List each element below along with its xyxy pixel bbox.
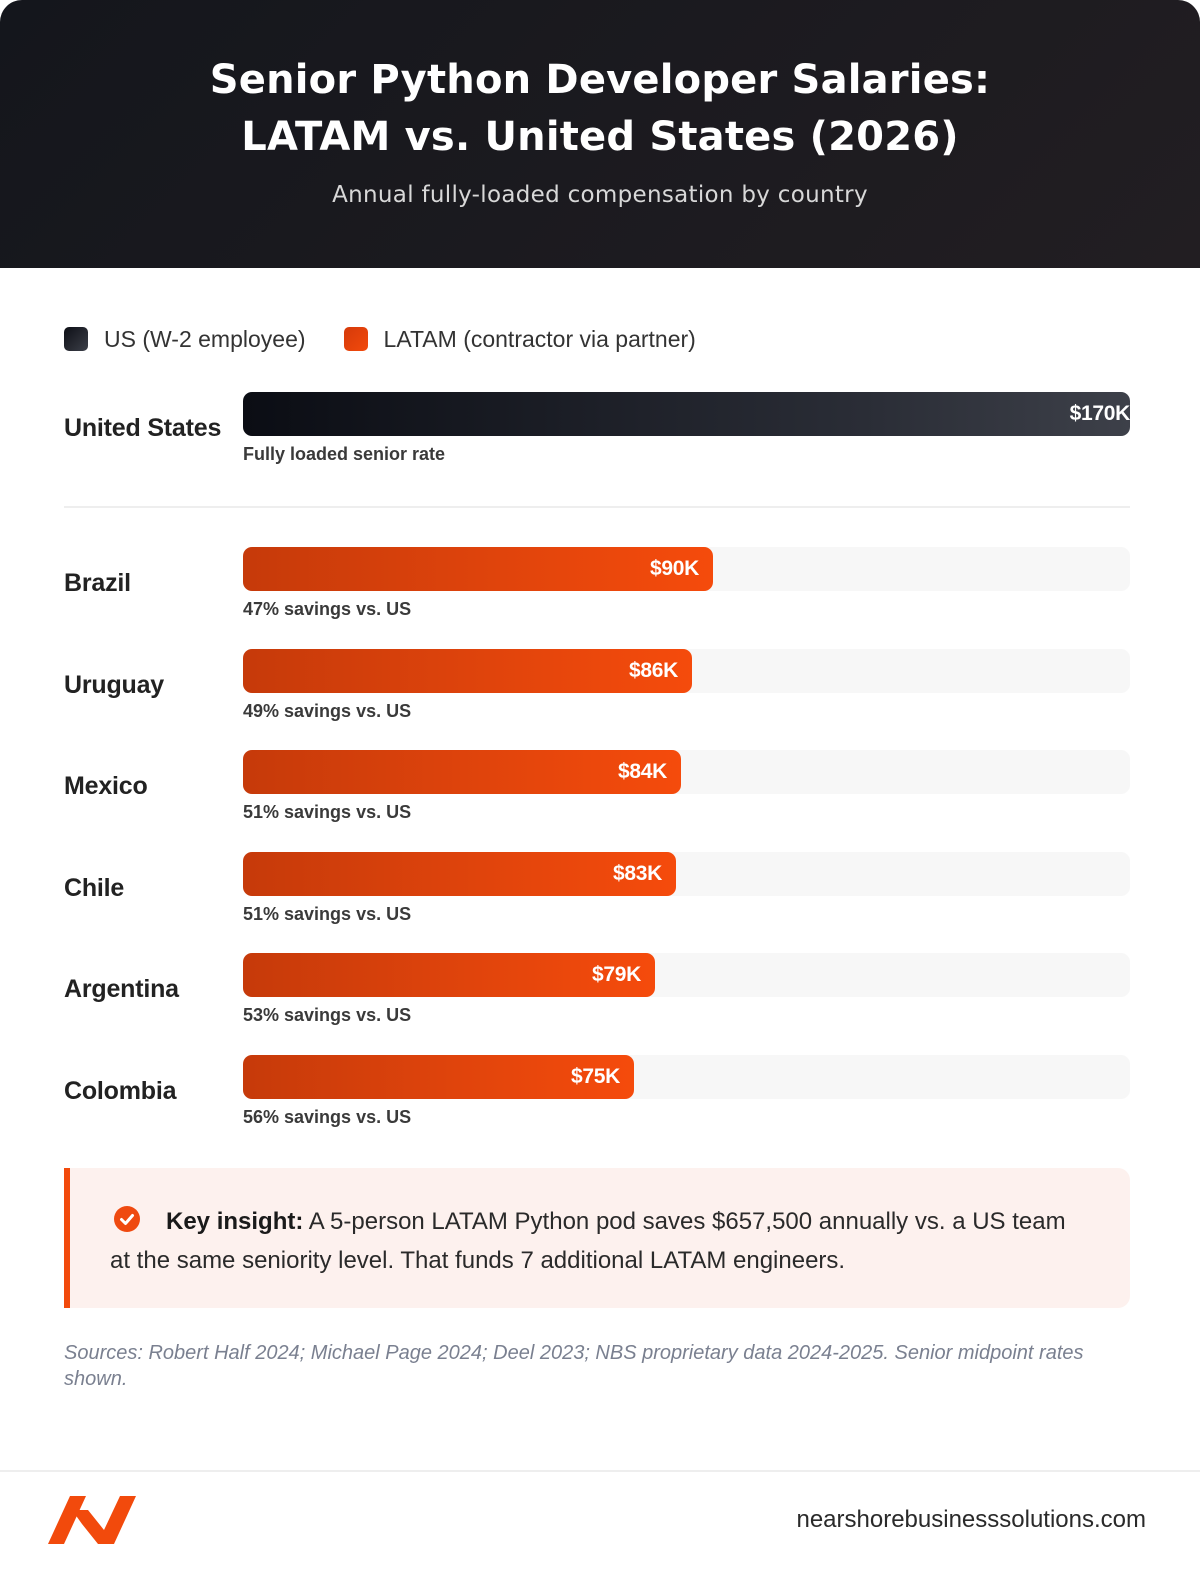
bar-track: $170K [243, 392, 1130, 436]
bar-track: $84K [243, 750, 1130, 794]
title-line-1: Senior Python Developer Salaries: [209, 57, 991, 103]
insight-text: Key insight: A 5-person LATAM Python pod… [110, 1202, 1070, 1280]
country-label: Chile [64, 874, 125, 902]
bar-latam: $75K [243, 1055, 634, 1099]
bar-latam: $84K [243, 750, 681, 794]
bar-note: 51% savings vs. US [243, 904, 412, 924]
bar-us: $170K [243, 392, 1130, 436]
country-label: Uruguay [64, 671, 165, 699]
chart-divider [64, 506, 1130, 508]
sources-note: Sources: Robert Half 2024; Michael Page … [64, 1342, 1084, 1390]
footer-divider [0, 1470, 1200, 1472]
insight-body: A 5-person LATAM Python pod saves $657,5… [110, 1208, 1066, 1274]
bar-value-label: $75K [570, 1065, 620, 1088]
bar-latam: $83K [243, 852, 676, 896]
legend-label-us: US (W-2 employee) [104, 325, 306, 352]
legend-swatch-us [64, 327, 88, 351]
bar-track: $83K [243, 852, 1130, 896]
legend-item-us: US (W-2 employee) [64, 326, 306, 353]
bar-note: 47% savings vs. US [243, 599, 412, 619]
country-label: Brazil [64, 569, 131, 597]
bar-value-label: $86K [628, 659, 678, 682]
bar-latam: $90K [243, 547, 713, 591]
insight-lead: Key insight: [166, 1208, 304, 1235]
bar-note: 56% savings vs. US [243, 1107, 412, 1127]
bar-note: 49% savings vs. US [243, 701, 412, 721]
bar-value-label: $84K [617, 760, 667, 783]
bar-value-label: $90K [649, 557, 699, 580]
country-label: Mexico [64, 772, 148, 800]
title-line-2: LATAM vs. United States (2026) [241, 114, 959, 160]
legend-item-latam: LATAM (contractor via partner) [343, 325, 696, 353]
bar-track: $79K [243, 953, 1130, 997]
footer-website: nearshorebusinesssolutions.com [796, 1506, 1146, 1533]
bar-track: $86K [243, 649, 1130, 693]
bar-value-label: $170K [1069, 402, 1131, 425]
country-label: Colombia [64, 1077, 177, 1105]
page-title: Senior Python Developer Salaries: LATAM … [0, 52, 1200, 166]
bar-latam: $86K [243, 649, 692, 693]
legend-label-latam: LATAM (contractor via partner) [383, 325, 696, 352]
bar-value-label: $79K [591, 963, 641, 986]
bar-track: $90K [243, 547, 1130, 591]
bar-value-label: $83K [612, 862, 662, 885]
legend-swatch-latam [343, 327, 368, 351]
bar-note: Fully loaded senior rate [243, 444, 446, 464]
bar-track: $75K [243, 1055, 1130, 1099]
bar-note: 53% savings vs. US [243, 1005, 412, 1025]
chart-legend: US (W-2 employee) LATAM (contractor via … [64, 324, 734, 354]
country-label: Argentina [64, 975, 179, 1003]
bar-latam: $79K [243, 953, 655, 997]
nbs-logo [48, 1496, 136, 1544]
bar-note: 51% savings vs. US [243, 802, 412, 822]
header: Senior Python Developer Salaries: LATAM … [0, 0, 1200, 268]
check-circle-icon [114, 1206, 140, 1232]
country-label: United States [64, 414, 222, 442]
page-subtitle: Annual fully-loaded compensation by coun… [332, 182, 868, 208]
key-insight-box: Key insight: A 5-person LATAM Python pod… [64, 1168, 1130, 1308]
